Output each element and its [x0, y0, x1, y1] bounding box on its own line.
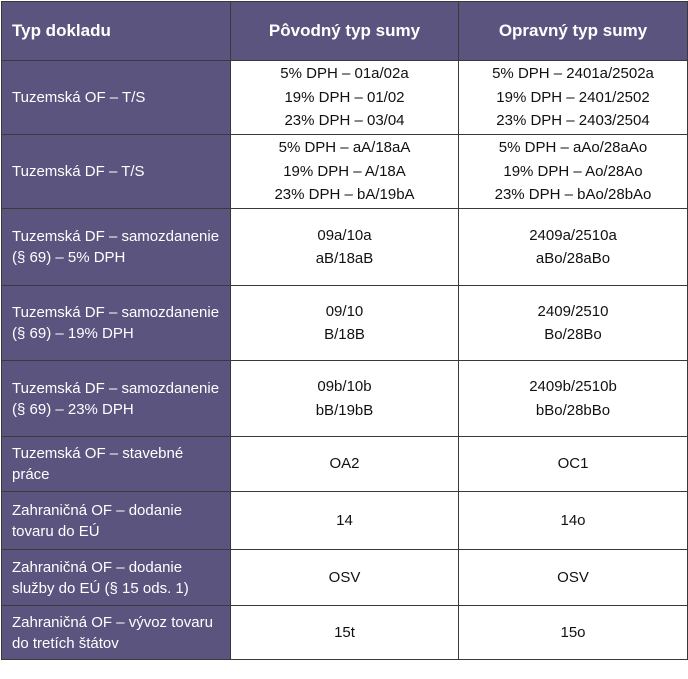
value-line: 23% DPH – 2403/2504: [496, 112, 650, 130]
value-line: 09b/10b: [317, 378, 372, 395]
value-line: 2409b/2510b: [529, 378, 617, 395]
amount-type-table: Typ dokladu Pôvodný typ sumy Opravný typ…: [1, 1, 688, 660]
row-corrective-value: 15o: [458, 605, 688, 660]
value-line: 15t: [334, 623, 355, 641]
header-document-type: Typ dokladu: [1, 1, 231, 61]
table-row: Zahraničná OF – vývoz tovaru do tretích …: [1, 605, 688, 660]
value-line: 19% DPH – Ao/28Ao: [503, 162, 643, 180]
value-line: B/18B: [324, 326, 365, 343]
row-original-value: OA2: [230, 436, 459, 492]
value-line: bB/19bB: [315, 401, 374, 419]
row-document-type: Tuzemská DF – samozdanenie (§ 69) – 23% …: [1, 360, 231, 437]
value-line: OC1: [557, 455, 589, 473]
row-corrective-value: OC1: [458, 436, 688, 492]
value-line: aBo/28aBo: [535, 250, 611, 267]
row-corrective-value: 2409b/2510b bBo/28bBo: [458, 360, 688, 437]
table-row: Tuzemská DF – T/S 5% DPH – aA/18aA 19% D…: [1, 134, 688, 209]
row-corrective-value: OSV: [458, 549, 688, 606]
value-line: 15o: [560, 623, 586, 641]
table-row: Tuzemská DF – samozdanenie (§ 69) – 23% …: [1, 360, 688, 437]
value-line: 23% DPH – 03/04: [284, 112, 405, 130]
row-document-type: Tuzemská OF – T/S: [1, 60, 231, 135]
value-line: 14: [336, 511, 353, 529]
row-original-value: 09b/10b bB/19bB: [230, 360, 459, 437]
row-document-type: Zahraničná OF – dodanie služby do EÚ (§ …: [1, 549, 231, 606]
value-line: 5% DPH – 2401a/2502a: [492, 65, 654, 83]
row-corrective-value: 2409a/2510a aBo/28aBo: [458, 208, 688, 286]
value-line: 2409/2510: [537, 302, 609, 320]
table-row: Zahraničná OF – dodanie tovaru do EÚ 14 …: [1, 491, 688, 550]
value-line: bBo/28bBo: [535, 401, 611, 419]
row-corrective-value: 5% DPH – aAo/28aAo 19% DPH – Ao/28Ao 23%…: [458, 134, 688, 209]
header-original-amount-type: Pôvodný typ sumy: [230, 1, 459, 61]
row-corrective-value: 2409/2510 Bo/28Bo: [458, 285, 688, 361]
value-line: 09/10: [325, 302, 364, 320]
value-line: 2409a/2510a: [529, 226, 617, 244]
row-original-value: 5% DPH – 01a/02a 19% DPH – 01/02 23% DPH…: [230, 60, 459, 135]
row-document-type: Zahraničná OF – dodanie tovaru do EÚ: [1, 491, 231, 550]
value-line: OSV: [328, 568, 361, 586]
value-line: aB/18aB: [315, 250, 374, 267]
value-line: OSV: [557, 568, 589, 586]
row-corrective-value: 14o: [458, 491, 688, 550]
value-line: 5% DPH – aA/18aA: [278, 139, 411, 157]
row-corrective-value: 5% DPH – 2401a/2502a 19% DPH – 2401/2502…: [458, 60, 688, 135]
row-document-type: Tuzemská DF – samozdanenie (§ 69) – 5% D…: [1, 208, 231, 286]
value-line: Bo/28Bo: [544, 326, 602, 343]
row-document-type: Tuzemská OF – stavebné práce: [1, 436, 231, 492]
value-line: 5% DPH – 01a/02a: [280, 65, 409, 83]
table-row: Tuzemská DF – samozdanenie (§ 69) – 19% …: [1, 285, 688, 361]
row-original-value: 15t: [230, 605, 459, 660]
row-original-value: 5% DPH – aA/18aA 19% DPH – A/18A 23% DPH…: [230, 134, 459, 209]
table-row: Tuzemská DF – samozdanenie (§ 69) – 5% D…: [1, 208, 688, 286]
table-row: Tuzemská OF – stavebné práce OA2 OC1: [1, 436, 688, 492]
row-document-type: Tuzemská DF – samozdanenie (§ 69) – 19% …: [1, 285, 231, 361]
row-original-value: 14: [230, 491, 459, 550]
table-header-row: Typ dokladu Pôvodný typ sumy Opravný typ…: [1, 1, 688, 61]
value-line: 19% DPH – 01/02: [284, 88, 405, 106]
value-line: 5% DPH – aAo/28aAo: [498, 139, 648, 157]
value-line: 14o: [560, 511, 586, 529]
row-original-value: 09/10 B/18B: [230, 285, 459, 361]
table-row: Tuzemská OF – T/S 5% DPH – 01a/02a 19% D…: [1, 60, 688, 135]
value-line: 23% DPH – bAo/28bAo: [494, 186, 652, 204]
table-row: Zahraničná OF – dodanie služby do EÚ (§ …: [1, 549, 688, 606]
value-line: 09a/10a: [317, 226, 372, 244]
row-document-type: Tuzemská DF – T/S: [1, 134, 231, 209]
value-line: 19% DPH – A/18A: [283, 162, 406, 180]
value-line: 23% DPH – bA/19bA: [274, 186, 415, 204]
header-corrective-amount-type: Opravný typ sumy: [458, 1, 688, 61]
row-original-value: 09a/10a aB/18aB: [230, 208, 459, 286]
row-original-value: OSV: [230, 549, 459, 606]
value-line: 19% DPH – 2401/2502: [496, 88, 650, 106]
row-document-type: Zahraničná OF – vývoz tovaru do tretích …: [1, 605, 231, 660]
value-line: OA2: [329, 455, 360, 473]
